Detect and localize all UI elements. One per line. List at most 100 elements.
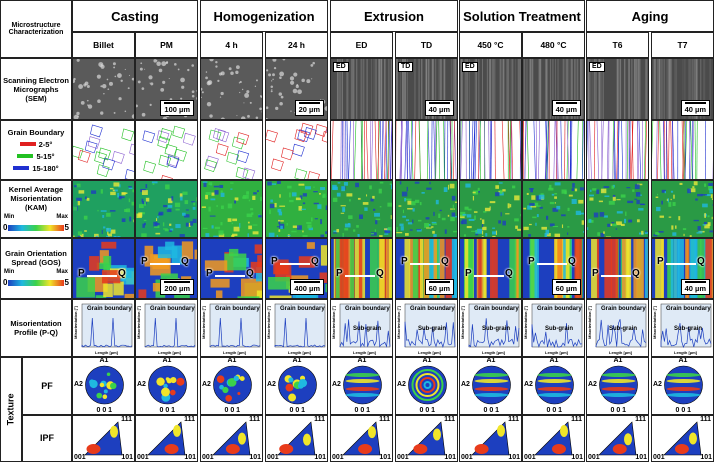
ipf-001-label: 001: [332, 454, 344, 461]
pole-figure-band: [537, 387, 572, 391]
kam-panel: [265, 180, 328, 238]
kam-patch: [175, 224, 181, 229]
sem-streak: [488, 59, 491, 119]
kam-patch: [211, 192, 215, 196]
pole-figure-band: [537, 393, 572, 397]
kam-patch: [163, 204, 168, 208]
kam-patch: [626, 187, 631, 189]
ipf-hotspot: [560, 424, 568, 437]
ipf-111-label: 111: [379, 416, 390, 423]
gb-grain: [77, 150, 91, 163]
pf-bottom-label: 0 0 1: [419, 407, 436, 414]
kam-patch: [269, 209, 271, 214]
sem-particle: [100, 111, 104, 115]
kam-patch: [298, 183, 305, 186]
kam-patch: [269, 203, 275, 209]
pf-side-label: A2: [137, 381, 146, 388]
kam-patch: [175, 208, 180, 211]
gb-boundary: [460, 121, 463, 179]
gos-grain: [610, 239, 619, 298]
sem-row-label: Scanning Electron Micrographs (SEM): [0, 58, 72, 120]
kam-patch: [78, 190, 85, 194]
kam-patch: [529, 203, 535, 206]
sem-particle: [259, 107, 262, 111]
kam-patch: [292, 225, 299, 228]
kam-patch: [384, 233, 389, 235]
sem-particle: [196, 96, 197, 101]
kam-patch: [498, 182, 503, 184]
kam-patch: [604, 195, 610, 197]
kam-patch: [687, 188, 691, 194]
profile-plot-area: [660, 303, 712, 348]
kam-patch: [250, 208, 254, 211]
texture-row-label: Texture: [0, 357, 22, 462]
kam-patch: [203, 182, 207, 188]
profile-ylabel: Misorientation [°]: [459, 306, 465, 339]
ipf-101-label: 101: [249, 454, 261, 461]
kam-patch: [616, 211, 623, 214]
sem-particle: [124, 110, 127, 113]
sem-streak: [565, 59, 568, 119]
kam-patch: [399, 223, 404, 227]
profile-xlabel: Length [µm]: [609, 350, 632, 355]
ipf-hotspot: [358, 444, 373, 454]
sem-streak: [425, 59, 428, 119]
kam-patch: [664, 191, 667, 194]
gos-grain: [101, 241, 117, 249]
kam-patch: [141, 198, 144, 203]
kam-patch: [615, 228, 617, 230]
gb-boundary: [426, 121, 429, 179]
gb-grain: [121, 128, 134, 142]
kam-panel: [395, 180, 458, 238]
kam-patch: [336, 192, 341, 197]
sem-streak: [464, 59, 466, 119]
gb-grain: [314, 124, 327, 137]
kam-patch: [502, 220, 506, 226]
gb-boundary: [670, 121, 673, 179]
gos-grain: [404, 239, 411, 298]
kam-patch: [155, 218, 158, 221]
kam-patch: [118, 184, 121, 188]
gb-boundary: [621, 121, 624, 179]
kam-patch: [157, 216, 159, 219]
gb-grain: [172, 125, 186, 139]
gb-boundary: [410, 121, 414, 179]
kam-patch: [460, 220, 464, 225]
gb-grain: [158, 154, 172, 168]
sem-particle: [218, 72, 223, 76]
ipf-111-label: 111: [635, 416, 646, 423]
pf-panel: A1 A2 0 0 1: [265, 357, 328, 415]
scale-bar-label: 40 µm: [684, 105, 706, 114]
kam-patch: [171, 196, 174, 201]
gos-grain: [636, 239, 644, 298]
kam-patch: [696, 232, 703, 234]
profile-line: [660, 323, 712, 348]
kam-patch: [417, 219, 422, 222]
kam-patch: [693, 181, 698, 186]
gb-boundary: [488, 121, 490, 179]
pole-figure-spot: [288, 377, 294, 383]
profile-grain-boundary-label: Grain boundary: [280, 306, 325, 312]
sem-particle: [301, 78, 305, 83]
kam-patch: [451, 212, 456, 217]
gb-grain: [271, 158, 284, 172]
gos-grain: [484, 239, 487, 298]
kam-patch: [233, 226, 240, 232]
gos-grain: [670, 239, 674, 298]
sem-particle: [289, 76, 295, 81]
kam-patch: [343, 181, 348, 186]
ipf-hotspot: [413, 444, 428, 454]
p-marker: P: [657, 256, 664, 267]
kam-patch: [153, 221, 158, 227]
kam-patch: [402, 209, 405, 214]
sem-particle: [106, 78, 109, 81]
sem-particle: [272, 78, 274, 81]
sem-particle: [86, 99, 89, 102]
kam-patch: [219, 184, 224, 188]
gb-boundary: [390, 121, 392, 179]
kam-patch: [535, 205, 541, 207]
ipf-hotspot: [674, 444, 689, 454]
kam-patch: [390, 215, 392, 220]
ipf-hotspot: [612, 444, 627, 454]
kam-patch: [454, 201, 457, 203]
